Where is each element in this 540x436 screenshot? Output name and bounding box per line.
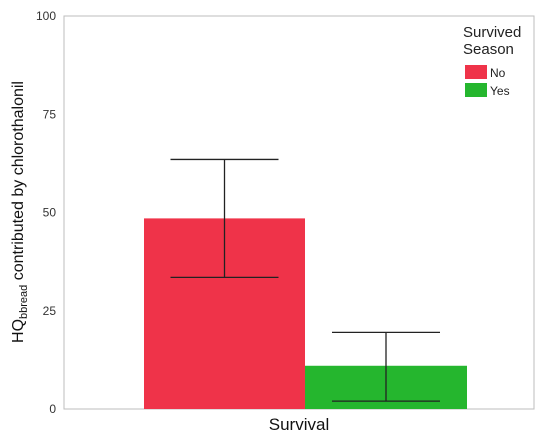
y-axis-title-subscript: bbread [18,285,30,319]
y-tick-label: 100 [36,9,56,23]
y-axis-title-rest: contributed by chlorothalonil [10,81,27,285]
legend-label-yes: Yes [490,84,510,98]
y-tick-label: 0 [49,402,56,416]
y-axis-ticks: 0 25 50 75 100 [36,9,56,416]
y-tick-label: 50 [43,206,57,220]
y-axis-title-main: HQ [10,319,27,343]
legend-title-line2: Season [463,41,514,58]
legend-swatch-yes [465,83,487,97]
legend: Survived Season No Yes [463,24,521,98]
error-bar-yes [332,331,440,402]
legend-swatch-no [465,65,487,79]
legend-title-line1: Survived [463,24,521,41]
y-tick-label: 25 [43,304,57,318]
y-tick-label: 75 [43,107,57,121]
x-axis-title: Survival [269,415,329,434]
error-bar-no [170,158,279,278]
y-axis-title: HQbbread contributed by chlorothalonil [10,81,30,343]
legend-label-no: No [490,66,506,80]
